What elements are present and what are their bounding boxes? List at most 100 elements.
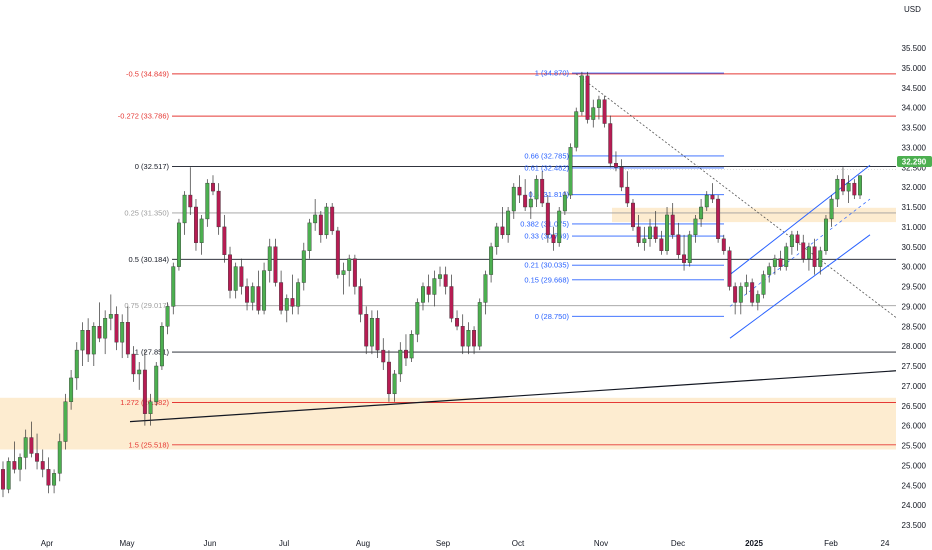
candle-body-122 xyxy=(693,218,698,236)
candle-body-94 xyxy=(534,178,539,200)
big-fib-label-0: -0.5 (34.849) xyxy=(126,69,169,78)
candle-body-1 xyxy=(6,461,11,490)
candle-body-151 xyxy=(858,175,862,196)
candle-body-120 xyxy=(682,254,687,263)
candle-body-54 xyxy=(307,222,312,251)
resistance-dashed-line xyxy=(575,73,897,318)
candle-body-70 xyxy=(398,349,403,375)
small-fib-label-5: 0.33 (30.769) xyxy=(524,232,569,241)
candle-body-79 xyxy=(449,286,454,319)
candle-body-112 xyxy=(636,226,641,243)
candle-body-66 xyxy=(375,318,380,351)
candle-body-24 xyxy=(137,369,142,375)
candle-body-96 xyxy=(545,202,550,236)
big-fib-label-3: 0.25 (31.350) xyxy=(124,208,169,217)
candle-body-123 xyxy=(699,206,704,220)
candle-body-110 xyxy=(625,186,630,204)
candle-body-118 xyxy=(670,214,675,236)
candle-body-133 xyxy=(755,294,760,303)
support-trendline xyxy=(129,370,897,423)
x-tick-label-1: May xyxy=(119,539,134,548)
y-tick-label-13: 29.000 xyxy=(902,302,927,311)
y-tick-label-6: 32.500 xyxy=(902,163,927,172)
candle-body-57 xyxy=(324,206,329,236)
candle-body-116 xyxy=(659,238,664,251)
candle-body-82 xyxy=(466,330,471,347)
x-tick-label-6: Oct xyxy=(512,539,525,548)
x-tick-label-9: 2025 xyxy=(745,539,763,548)
y-tick-label-5: 33.000 xyxy=(902,143,927,152)
candle-body-44 xyxy=(250,286,255,303)
y-tick-label-15: 28.000 xyxy=(902,342,927,351)
candle-body-13 xyxy=(74,349,79,379)
candle-body-142 xyxy=(806,246,811,259)
candle-body-55 xyxy=(313,214,318,224)
candle-body-61 xyxy=(347,258,352,271)
y-axis: USD 35.500 35.000 34.500 34.000 33.500 33.000… xyxy=(902,5,927,530)
candle-body-50 xyxy=(284,298,289,311)
y-tick-label-9: 31.000 xyxy=(902,223,927,232)
candle-body-83 xyxy=(472,330,477,347)
candle-body-38 xyxy=(216,190,221,228)
candle-body-46 xyxy=(262,270,267,311)
y-tick-label-24: 23.500 xyxy=(902,521,927,530)
candle-body-53 xyxy=(301,250,306,283)
candle-body-22 xyxy=(125,322,130,355)
candle-body-107 xyxy=(608,123,613,164)
candle-body-25 xyxy=(142,369,147,414)
big-fib-label-1: -0.272 (33.786) xyxy=(118,112,170,121)
candle-body-47 xyxy=(267,246,272,271)
candle-body-78 xyxy=(443,274,448,287)
candle-body-125 xyxy=(710,194,715,200)
candle-body-98 xyxy=(557,210,562,243)
candle-body-58 xyxy=(330,206,335,232)
candle-body-97 xyxy=(551,234,556,243)
candle-body-72 xyxy=(409,334,414,359)
candle-body-138 xyxy=(784,246,789,267)
candle-body-18 xyxy=(103,318,108,339)
last-price-badge xyxy=(897,156,932,167)
big-fib-layer: -0.5 (34.849) -0.272 (33.786) 0 (32.517) 0.… xyxy=(118,69,896,449)
last-price-marker: 32.290 xyxy=(897,156,932,167)
candle-body-90 xyxy=(511,186,516,212)
candle-body-148 xyxy=(841,178,845,192)
candle-body-23 xyxy=(131,353,136,375)
candle-body-115 xyxy=(653,226,658,240)
candle-body-121 xyxy=(687,234,692,263)
candle-body-74 xyxy=(421,286,425,303)
candle-body-36 xyxy=(205,182,210,220)
candle-body-0 xyxy=(1,469,5,490)
candle-body-26 xyxy=(148,401,153,414)
x-tick-label-8: Dec xyxy=(671,539,685,548)
candle-body-129 xyxy=(733,286,738,303)
candle-body-73 xyxy=(415,302,420,335)
candle-body-6 xyxy=(35,453,40,462)
small-fib-label-4: 0.382 (31.075) xyxy=(520,219,569,228)
small-fib-label-3: 0.5 (31.810) xyxy=(529,190,570,199)
candle-body-124 xyxy=(704,194,709,208)
candle-body-9 xyxy=(52,473,57,486)
candle-body-35 xyxy=(199,218,204,243)
x-tick-label-4: Aug xyxy=(356,539,370,548)
candle-body-33 xyxy=(188,194,193,208)
y-tick-label-0: 35.500 xyxy=(902,44,927,53)
x-tick-label-11: 24 xyxy=(881,539,890,548)
small-fib-layer: 1 (34.870) 0.66 (32.785) 0.61 (32.482) 0.5 … xyxy=(520,69,724,321)
candle-body-60 xyxy=(341,270,346,275)
big-fib-label-2: 0 (32.517) xyxy=(135,162,170,171)
candle-body-140 xyxy=(795,234,800,243)
y-tick-label-2: 34.500 xyxy=(902,84,927,93)
candle-body-30 xyxy=(171,266,176,307)
candle-body-81 xyxy=(460,326,465,347)
candle-body-85 xyxy=(483,274,488,303)
y-tick-label-18: 26.500 xyxy=(902,402,927,411)
candle-body-27 xyxy=(154,365,159,402)
candle-body-21 xyxy=(120,322,125,343)
candle-body-4 xyxy=(23,437,28,458)
candle-body-127 xyxy=(721,238,726,251)
small-fib-label-7: 0.15 (29.668) xyxy=(524,275,569,284)
zone-1 xyxy=(612,207,896,223)
candle-body-15 xyxy=(86,330,91,355)
candle-body-45 xyxy=(256,286,261,311)
